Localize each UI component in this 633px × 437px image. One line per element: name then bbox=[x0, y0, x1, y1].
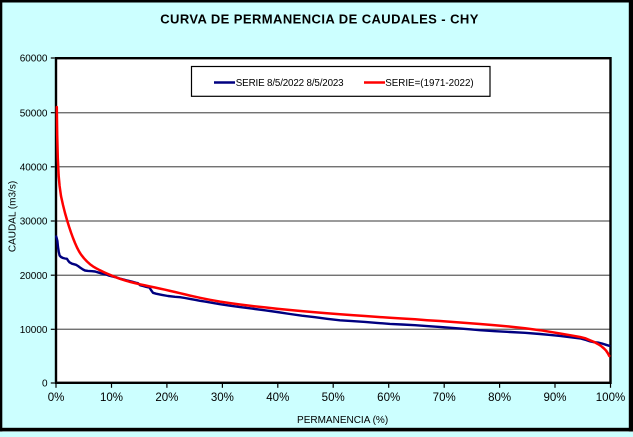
svg-text:70%: 70% bbox=[433, 392, 456, 404]
svg-text:SERIE 8/5/2022 8/5/2023: SERIE 8/5/2022 8/5/2023 bbox=[236, 78, 344, 89]
svg-text:30000: 30000 bbox=[20, 217, 48, 228]
svg-text:90%: 90% bbox=[543, 392, 566, 404]
svg-text:50000: 50000 bbox=[20, 108, 48, 119]
svg-text:CURVA DE PERMANENCIA DE CAUDAL: CURVA DE PERMANENCIA DE CAUDALES - CHY bbox=[160, 11, 479, 26]
svg-text:PERMANENCIA (%): PERMANENCIA (%) bbox=[297, 415, 388, 426]
svg-text:0: 0 bbox=[42, 379, 48, 390]
svg-text:10%: 10% bbox=[100, 392, 123, 404]
svg-text:40000: 40000 bbox=[20, 162, 48, 173]
svg-text:SERIE=(1971-2022): SERIE=(1971-2022) bbox=[385, 78, 474, 89]
svg-text:60000: 60000 bbox=[20, 54, 48, 65]
svg-text:30%: 30% bbox=[211, 392, 234, 404]
svg-text:50%: 50% bbox=[322, 392, 345, 404]
svg-text:20%: 20% bbox=[155, 392, 178, 404]
svg-text:60%: 60% bbox=[377, 392, 400, 404]
svg-text:80%: 80% bbox=[488, 392, 511, 404]
svg-text:20000: 20000 bbox=[20, 271, 48, 282]
svg-text:100%: 100% bbox=[596, 392, 625, 404]
svg-text:10000: 10000 bbox=[20, 325, 48, 336]
svg-text:0%: 0% bbox=[48, 392, 65, 404]
svg-text:CAUDAL (m3/s): CAUDAL (m3/s) bbox=[8, 181, 19, 252]
svg-text:40%: 40% bbox=[266, 392, 289, 404]
